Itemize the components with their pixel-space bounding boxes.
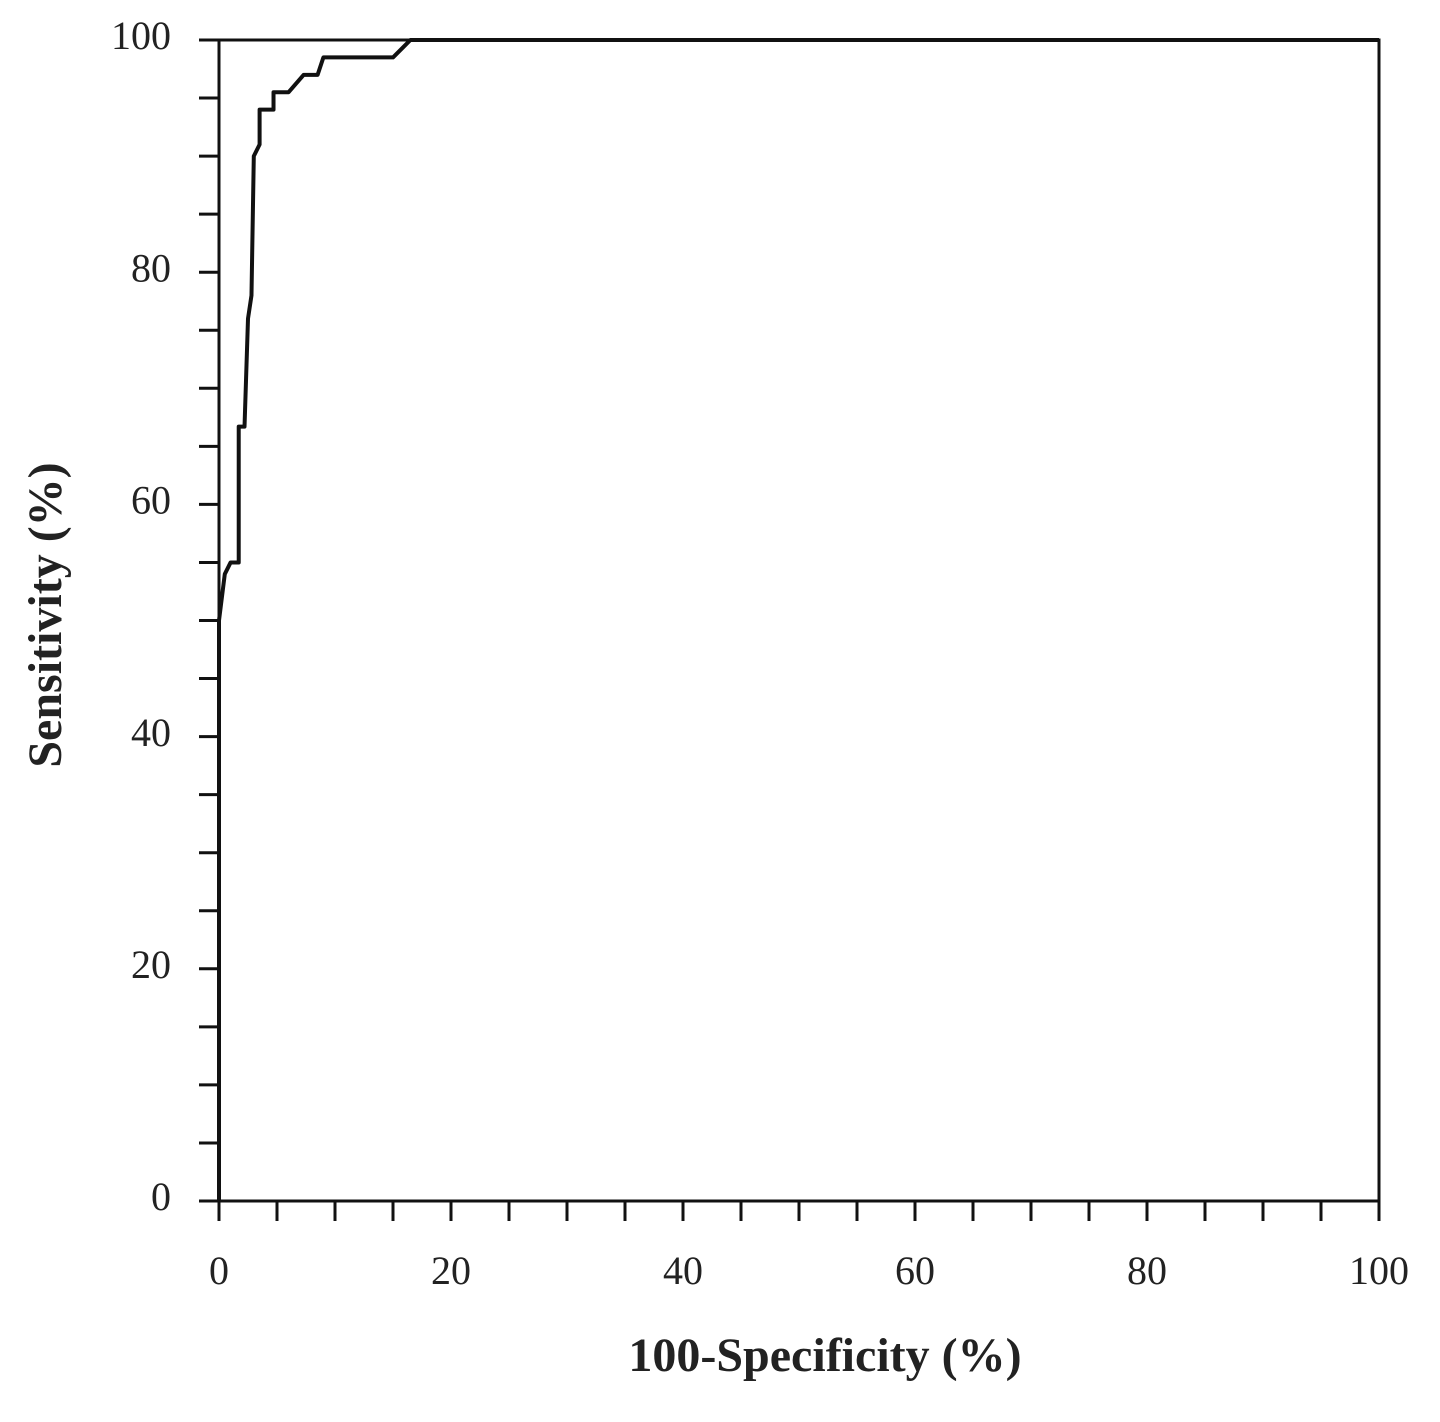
x-tick-label: 20	[431, 1248, 471, 1293]
y-tick-label: 80	[131, 245, 171, 290]
y-axis-title: Sensitivity (%)	[19, 462, 72, 767]
y-tick-label: 100	[111, 13, 171, 58]
y-tick-label: 40	[131, 710, 171, 755]
y-tick-label: 0	[151, 1174, 171, 1219]
x-tick-label: 60	[895, 1248, 935, 1293]
plot-frame	[217, 38, 1381, 1203]
x-tick-label: 100	[1349, 1248, 1409, 1293]
x-tick-label: 40	[663, 1248, 703, 1293]
x-tick-label: 80	[1127, 1248, 1167, 1293]
roc-curve	[217, 38, 1379, 1201]
x-tick-label: 0	[209, 1248, 229, 1293]
y-tick-label: 20	[131, 942, 171, 987]
x-axis-title: 100-Specificity (%)	[628, 1329, 1021, 1382]
y-tick-label: 60	[131, 478, 171, 523]
